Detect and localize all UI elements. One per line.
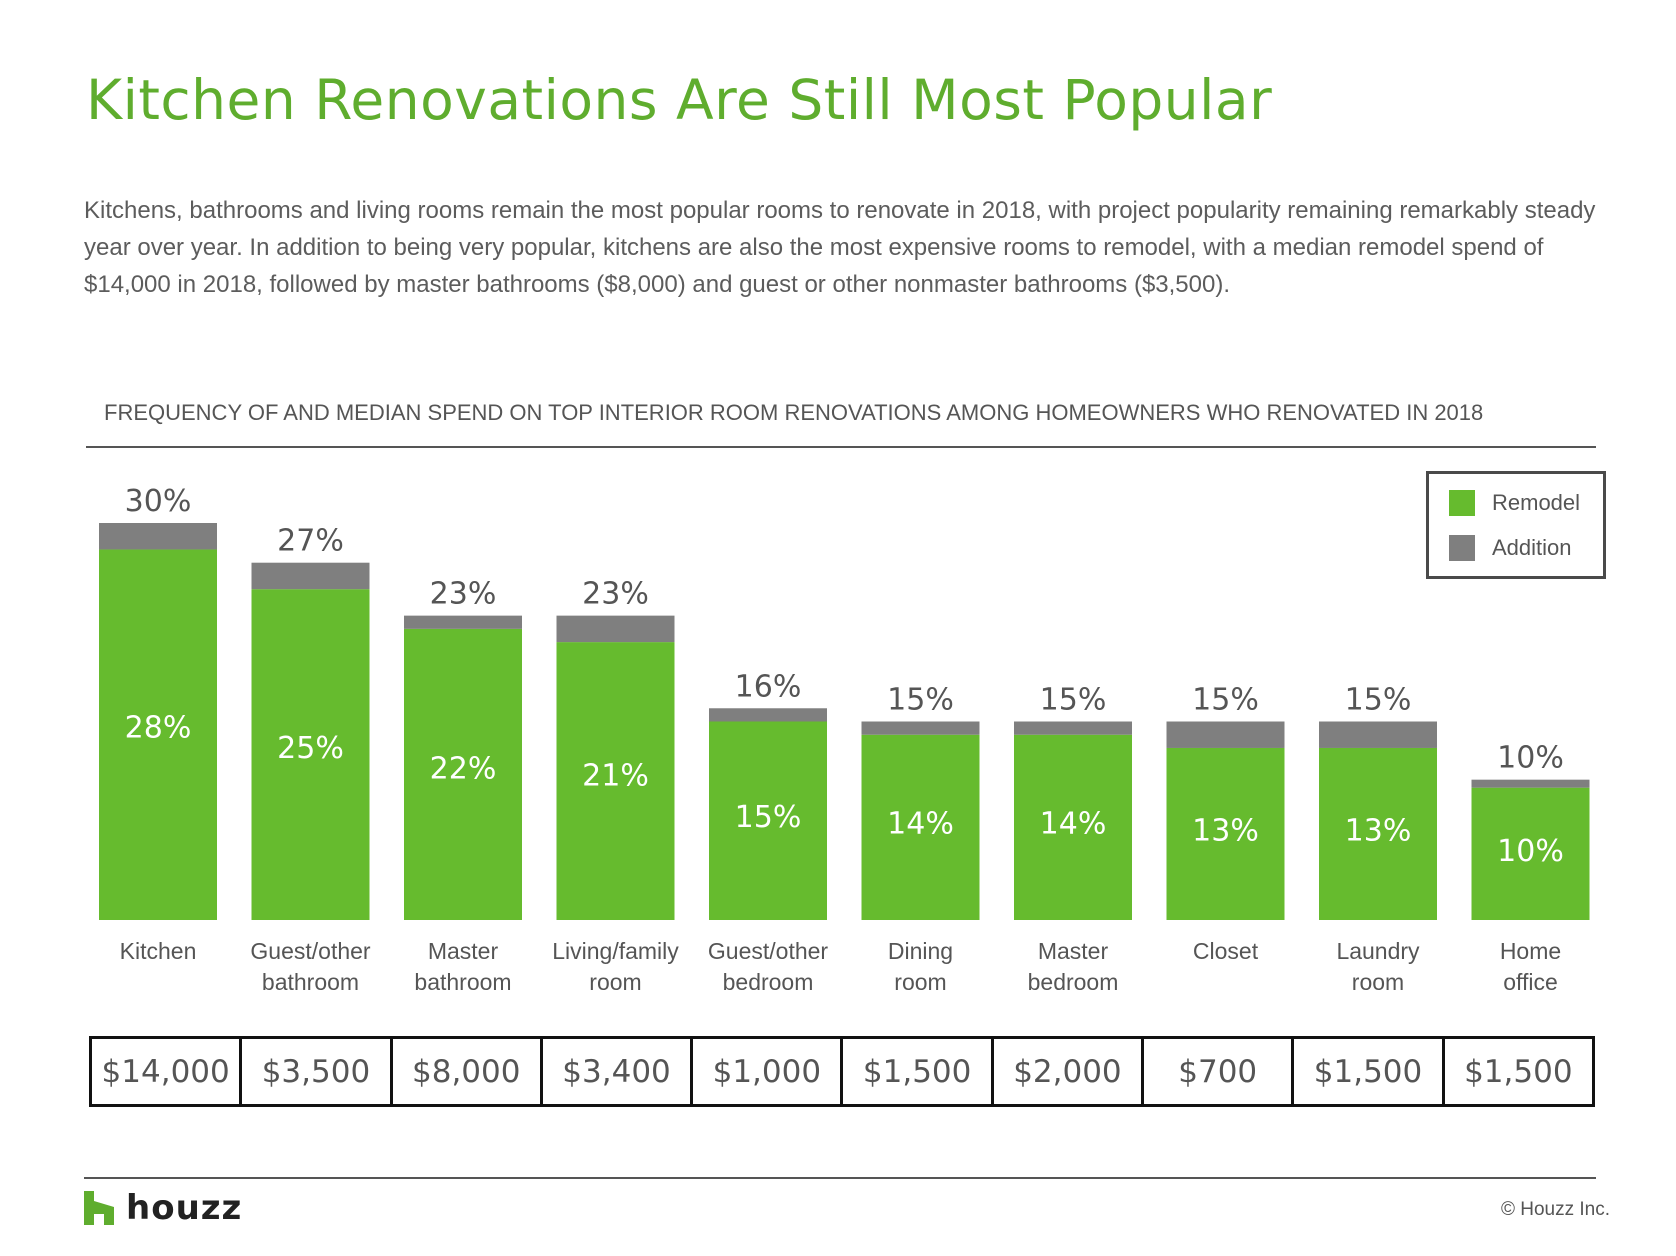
bar-addition	[1166, 721, 1285, 748]
bar-addition	[404, 615, 522, 629]
legend-label-remodel: Remodel	[1492, 490, 1581, 515]
median-spend-cell: $1,500	[1294, 1039, 1445, 1104]
category-label: Kitchen	[120, 938, 197, 964]
category-label: Home	[1500, 938, 1561, 964]
remodel-label: 15%	[735, 800, 802, 835]
houzz-logo: houzz	[84, 1188, 242, 1228]
legend-swatch-addition	[1449, 535, 1475, 561]
category-label: room	[1352, 969, 1404, 995]
bar-addition	[861, 721, 980, 735]
total-label: 15%	[887, 683, 954, 718]
bar-remodel	[99, 549, 217, 920]
category-label: bathroom	[262, 969, 359, 995]
category-label: bedroom	[1028, 969, 1119, 995]
median-spend-cell: $2,000	[994, 1039, 1145, 1104]
logo-wordmark: houzz	[126, 1188, 243, 1228]
remodel-label: 22%	[430, 752, 497, 787]
category-label: Living/family	[552, 938, 679, 964]
total-label: 23%	[582, 577, 649, 612]
category-label: room	[894, 969, 946, 995]
total-label: 27%	[277, 524, 344, 559]
bar-remodel	[1166, 747, 1285, 920]
legend-item-addition: Addition	[1449, 535, 1572, 561]
bar-addition	[709, 708, 827, 722]
median-spend-cell: $1,500	[1464, 1053, 1573, 1090]
bar-addition	[556, 615, 675, 643]
remodel-label: 14%	[1040, 807, 1107, 842]
legend-label-addition: Addition	[1492, 535, 1572, 560]
median-spend-cell: $1,500	[843, 1039, 994, 1104]
category-label: Guest/other	[250, 938, 371, 964]
category-label: Laundry	[1336, 938, 1420, 964]
total-label: 16%	[735, 669, 802, 704]
median-spend-cell: $3,500	[242, 1039, 393, 1104]
intro-paragraph: Kitchens, bathrooms and living rooms rem…	[84, 197, 1596, 298]
total-label: 10%	[1497, 741, 1564, 776]
bar-remodel	[709, 721, 827, 920]
total-label: 23%	[430, 577, 497, 612]
median-spend-cell: $700	[1144, 1039, 1295, 1104]
category-label: Dining	[888, 938, 953, 964]
bar-remodel	[251, 589, 370, 920]
copyright-notice: © Houzz Inc.	[1500, 1199, 1610, 1220]
bar-remodel	[861, 734, 980, 920]
bar-remodel	[404, 628, 522, 920]
category-label: office	[1503, 969, 1558, 995]
total-label: 15%	[1040, 683, 1107, 718]
bar-remodel	[556, 642, 675, 920]
remodel-label: 10%	[1497, 834, 1564, 869]
bar-addition	[99, 523, 217, 550]
houzz-logo-icon	[84, 1191, 114, 1225]
bar-remodel	[1319, 747, 1437, 920]
legend-item-remodel: Remodel	[1449, 490, 1580, 516]
legend-swatch-remodel	[1449, 490, 1475, 516]
remodel-label: 28%	[125, 710, 192, 745]
median-spend-cell: $14,000	[92, 1039, 243, 1104]
total-label: 30%	[125, 484, 192, 519]
category-label: room	[589, 969, 641, 995]
median-spend-table: $14,000 $3,500 $8,000 $3,400 $1,000 $1,5…	[89, 1036, 1595, 1107]
category-label: Master	[1038, 938, 1109, 964]
category-label: Master	[428, 938, 499, 964]
category-label: bathroom	[414, 969, 511, 995]
bar-remodel	[1471, 787, 1590, 920]
median-spend-cell: $8,000	[393, 1039, 543, 1104]
footer-divider	[84, 1177, 1596, 1179]
category-label: bedroom	[723, 969, 814, 995]
remodel-label: 13%	[1192, 814, 1259, 849]
chart-title: FREQUENCY OF AND MEDIAN SPEND ON TOP INT…	[104, 400, 1484, 425]
total-label: 15%	[1192, 683, 1259, 718]
remodel-label: 13%	[1345, 814, 1412, 849]
remodel-label: 21%	[582, 758, 649, 793]
remodel-label: 14%	[887, 807, 954, 842]
chart-legend: Remodel Addition	[1426, 471, 1606, 579]
total-label: 15%	[1345, 683, 1412, 718]
bar-addition	[1471, 779, 1590, 788]
category-label: Closet	[1193, 938, 1259, 964]
chart-top-divider	[86, 446, 1596, 448]
category-label: Guest/other	[708, 938, 829, 964]
bar-addition	[251, 562, 370, 590]
bar-chart: 30% 28% Kitchen 27% 25% Guest/other bathroom 23…	[99, 484, 1590, 995]
remodel-label: 25%	[277, 731, 344, 766]
median-spend-cell: $1,000	[693, 1039, 844, 1104]
median-spend-cell: $3,400	[543, 1039, 694, 1104]
bar-addition	[1319, 721, 1437, 748]
bar-remodel	[1014, 734, 1132, 920]
bar-addition	[1014, 721, 1132, 735]
page-title: Kitchen Renovations Are Still Most Popul…	[86, 68, 1273, 132]
